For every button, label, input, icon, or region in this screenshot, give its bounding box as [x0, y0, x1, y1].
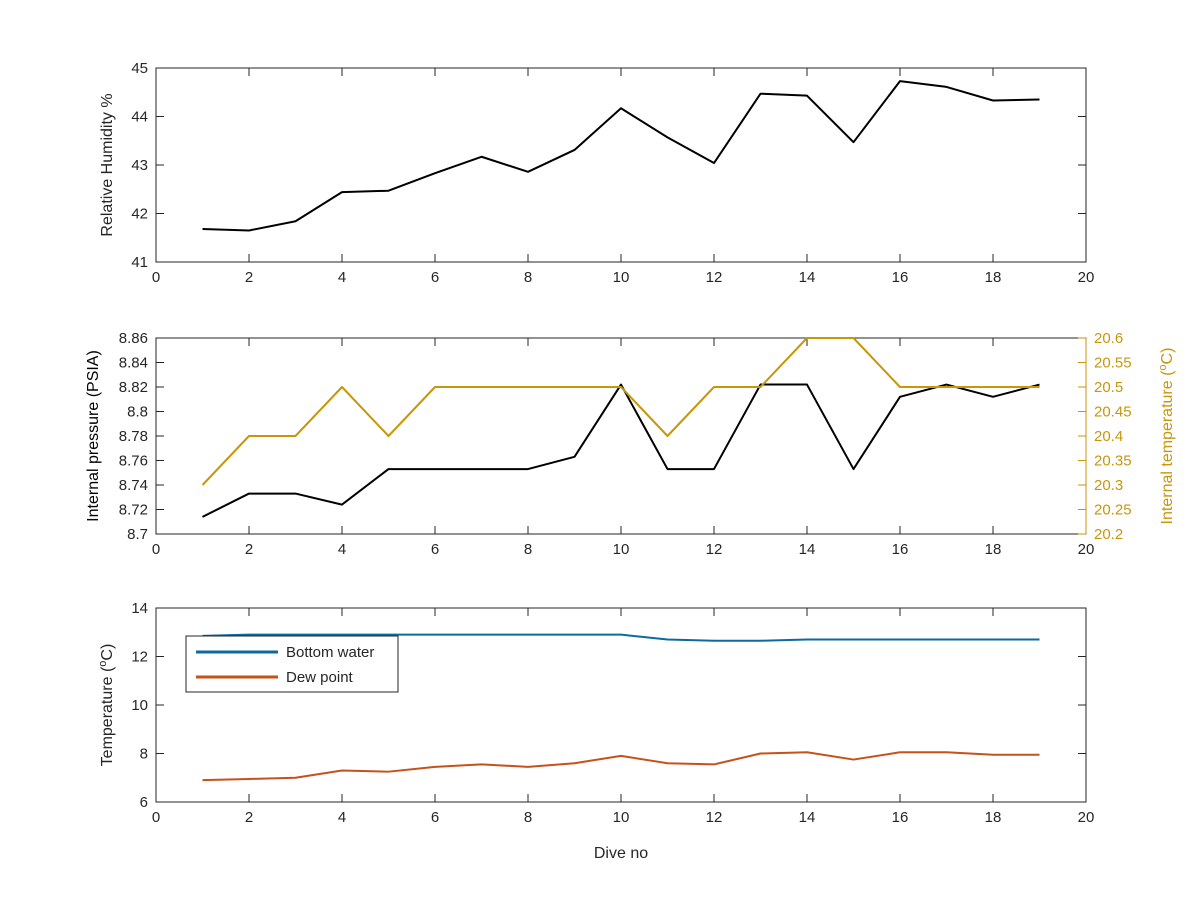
series-line-2 [202, 751, 1040, 782]
x-tick-label: 20 [1078, 269, 1095, 286]
y-tick-label: 45 [131, 60, 148, 77]
x-tick-label: 4 [338, 269, 346, 286]
x-tick-label: 0 [152, 269, 160, 286]
plot-area [155, 337, 1087, 535]
subplot-1: 0 2 4 6 8 10 12 14 16 18 20 41 42 43 44 45 Relative Humi… [99, 60, 1094, 286]
y-tick-label: 8.72 [119, 502, 148, 519]
y-right-tick-label: 20.25 [1094, 502, 1132, 519]
x-tick-label: 0 [152, 541, 160, 558]
x-tick-label: 6 [431, 269, 439, 286]
y-tick-label: 8.86 [119, 330, 148, 347]
y-tick-label: 14 [131, 600, 148, 617]
x-tick-label: 4 [338, 809, 346, 826]
y-axis-label: Internal pressure (PSIA) [85, 350, 102, 522]
x-tick-label: 18 [985, 809, 1002, 826]
x-tick-label: 14 [799, 269, 816, 286]
y-tick-label: 8.8 [127, 404, 148, 421]
y-tick-label: 8.76 [119, 453, 148, 470]
x-tick-label: 20 [1078, 541, 1095, 558]
y-tick-label: 43 [131, 157, 148, 174]
y-tick-label: 41 [131, 254, 148, 271]
x-tick-label: 16 [892, 269, 909, 286]
x-tick-label: 8 [524, 269, 532, 286]
x-tick-label: 12 [706, 541, 723, 558]
x-tick-label: 14 [799, 541, 816, 558]
series-line-1 [202, 80, 1040, 232]
y-axis-label: Relative Humidity % [99, 93, 116, 236]
x-tick-label: 8 [524, 809, 532, 826]
y-tick-label: 8.82 [119, 379, 148, 396]
y-tick-label: 12 [131, 649, 148, 666]
x-tick-label: 18 [985, 541, 1002, 558]
legend: Bottom water Dew point [185, 635, 399, 693]
y-right-tick-label: 20.3 [1094, 477, 1123, 494]
subplot-3: 0 2 4 6 8 10 12 14 16 18 20 6 8 10 12 14 Temperature (oC… [97, 600, 1094, 862]
x-tick-label: 16 [892, 541, 909, 558]
y-tick-label: 6 [140, 794, 148, 811]
y-tick-label: 8.7 [127, 526, 148, 543]
y-tick-label: 8.78 [119, 428, 148, 445]
legend-label: Dew point [286, 669, 354, 686]
y-tick-label: 8.84 [119, 355, 148, 372]
y-right-tick-label: 20.45 [1094, 404, 1132, 421]
legend-box [185, 635, 399, 693]
x-tick-label: 2 [245, 541, 253, 558]
y-right-tick-label: 20.5 [1094, 379, 1123, 396]
x-tick-label: 10 [613, 809, 630, 826]
x-tick-label: 2 [245, 809, 253, 826]
x-tick-label: 4 [338, 541, 346, 558]
x-tick-label: 6 [431, 541, 439, 558]
series-line-1 [202, 633, 1040, 642]
x-tick-label: 14 [799, 809, 816, 826]
y-tick-label: 8.74 [119, 477, 148, 494]
y-tick-label: 10 [131, 697, 148, 714]
y-right-tick-label: 20.6 [1094, 330, 1123, 347]
y-axis-label: Temperature (oC) [97, 644, 116, 767]
x-tick-label: 10 [613, 269, 630, 286]
x-tick-label: 10 [613, 541, 630, 558]
y-right-tick-label: 20.4 [1094, 428, 1123, 445]
y-tick-label: 8 [140, 746, 148, 763]
subplot-2: 0 2 4 6 8 10 12 14 16 18 20 8.7 8.72 8.74 8.76 8.78 8.8 8… [85, 330, 1176, 558]
y-right-tick-label: 20.55 [1094, 355, 1132, 372]
x-tick-label: 18 [985, 269, 1002, 286]
legend-label: Bottom water [286, 644, 374, 661]
x-tick-label: 12 [706, 269, 723, 286]
y-right-axis-label: Internal temperature (oC) [1157, 348, 1176, 525]
x-axis-label: Dive no [594, 845, 648, 862]
y-tick-label: 44 [131, 109, 148, 126]
x-tick-label: 20 [1078, 809, 1095, 826]
x-tick-label: 2 [245, 269, 253, 286]
series-line-1 [202, 383, 1040, 518]
x-tick-label: 16 [892, 809, 909, 826]
x-tick-label: 6 [431, 809, 439, 826]
series-line-2 [201, 337, 1040, 486]
y-tick-label: 42 [131, 206, 148, 223]
plot-area [155, 67, 1087, 263]
x-tick-label: 12 [706, 809, 723, 826]
y-right-tick-label: 20.2 [1094, 526, 1123, 543]
x-tick-label: 0 [152, 809, 160, 826]
y-right-tick-label: 20.35 [1094, 453, 1132, 470]
x-tick-label: 8 [524, 541, 532, 558]
